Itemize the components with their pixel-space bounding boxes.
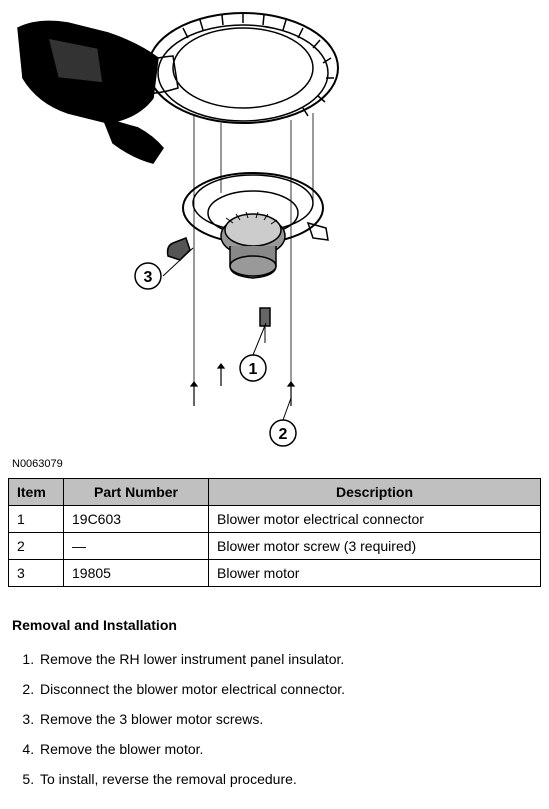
section-heading: Removal and Installation xyxy=(12,617,541,633)
cell-part-number: 19805 xyxy=(64,560,209,587)
table-row: 1 19C603 Blower motor electrical connect… xyxy=(9,506,541,533)
parts-table: Item Part Number Description 1 19C603 Bl… xyxy=(8,478,541,587)
step-item: Remove the blower motor. xyxy=(38,741,541,757)
callout-1: 1 xyxy=(240,355,266,381)
table-row: 2 — Blower motor screw (3 required) xyxy=(9,533,541,560)
cell-description: Blower motor screw (3 required) xyxy=(209,533,541,560)
step-item: Disconnect the blower motor electrical c… xyxy=(38,681,541,697)
step-item: To install, reverse the removal procedur… xyxy=(38,771,541,787)
cell-description: Blower motor electrical connector xyxy=(209,506,541,533)
step-item: Remove the RH lower instrument panel ins… xyxy=(38,651,541,667)
cell-item: 3 xyxy=(9,560,64,587)
procedure-steps: Remove the RH lower instrument panel ins… xyxy=(38,651,541,787)
cell-part-number: — xyxy=(64,533,209,560)
exploded-view-illustration: 3 1 2 xyxy=(8,8,541,448)
header-part-number: Part Number xyxy=(64,479,209,506)
header-description: Description xyxy=(209,479,541,506)
callout-3: 3 xyxy=(135,263,161,289)
step-item: Remove the 3 blower motor screws. xyxy=(38,711,541,727)
cell-item: 2 xyxy=(9,533,64,560)
cell-part-number: 19C603 xyxy=(64,506,209,533)
callout-2-number: 2 xyxy=(279,426,288,443)
cell-description: Blower motor xyxy=(209,560,541,587)
callout-1-number: 1 xyxy=(249,361,258,378)
table-row: 3 19805 Blower motor xyxy=(9,560,541,587)
figure-number: N0063079 xyxy=(12,458,541,470)
table-header-row: Item Part Number Description xyxy=(9,479,541,506)
header-item: Item xyxy=(9,479,64,506)
cell-item: 1 xyxy=(9,506,64,533)
callout-2: 2 xyxy=(270,420,296,446)
callout-3-number: 3 xyxy=(144,269,153,286)
technical-diagram: 3 1 2 xyxy=(8,8,541,448)
